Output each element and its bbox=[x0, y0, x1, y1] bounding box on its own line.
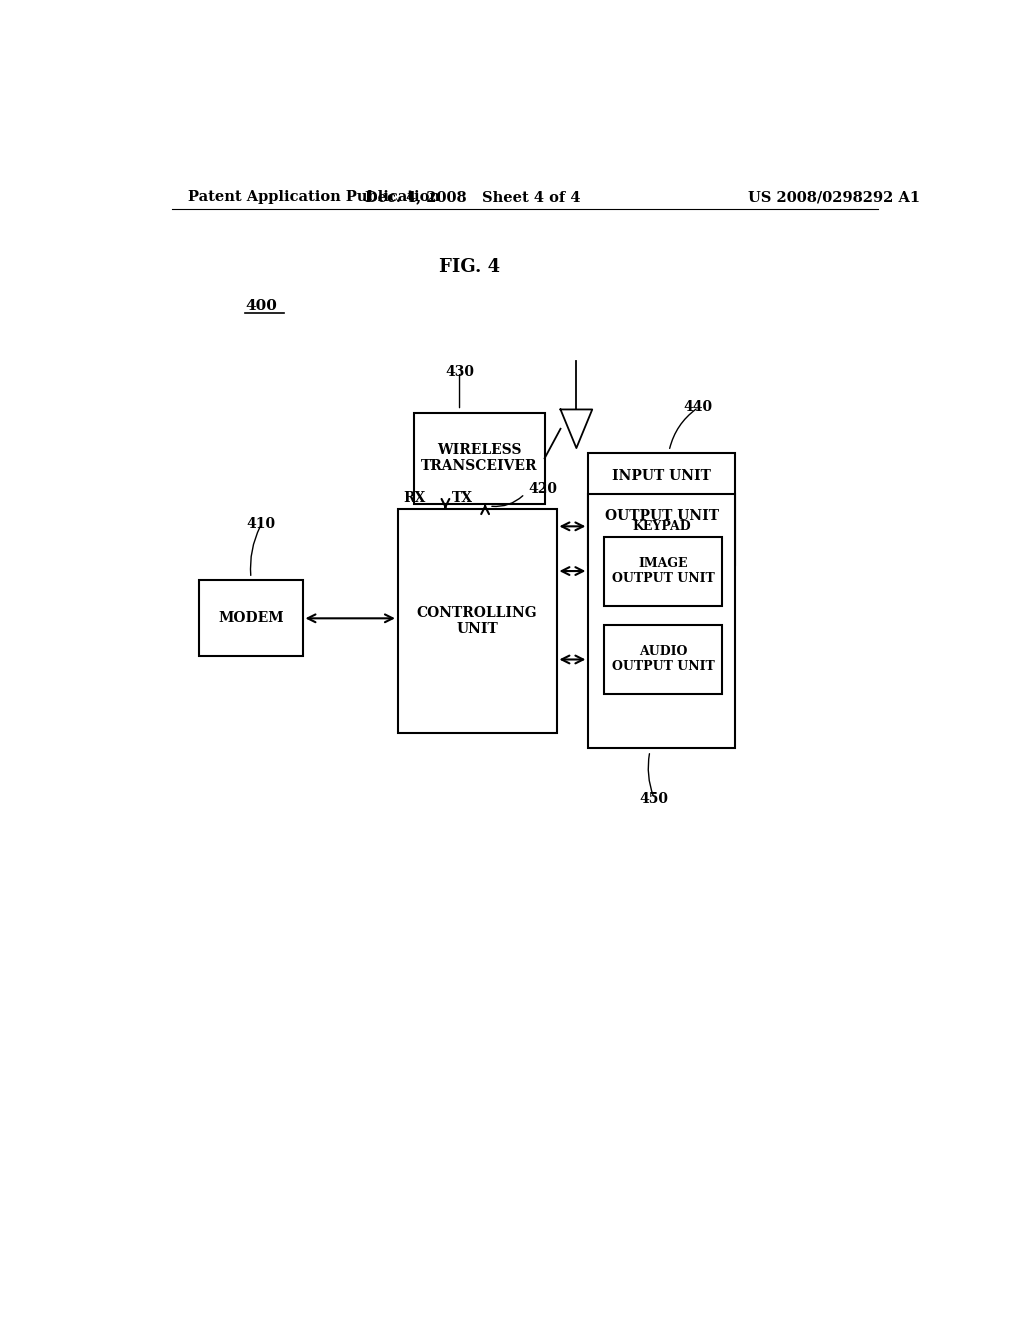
Bar bbox=[588, 494, 735, 748]
Text: FIG. 4: FIG. 4 bbox=[438, 259, 500, 276]
Text: Dec. 4, 2008   Sheet 4 of 4: Dec. 4, 2008 Sheet 4 of 4 bbox=[366, 190, 581, 205]
Text: Patent Application Publication: Patent Application Publication bbox=[187, 190, 439, 205]
Bar bbox=[200, 581, 303, 656]
Text: IMAGE
OUTPUT UNIT: IMAGE OUTPUT UNIT bbox=[611, 557, 715, 585]
Text: MODEM: MODEM bbox=[218, 611, 284, 626]
Bar bbox=[414, 413, 545, 504]
Bar bbox=[588, 453, 735, 565]
Text: 400: 400 bbox=[246, 298, 278, 313]
Text: INPUT UNIT: INPUT UNIT bbox=[612, 469, 711, 483]
Text: 440: 440 bbox=[684, 400, 713, 414]
Bar bbox=[604, 624, 722, 694]
Text: US 2008/0298292 A1: US 2008/0298292 A1 bbox=[749, 190, 921, 205]
Bar bbox=[604, 536, 722, 606]
Text: TX: TX bbox=[453, 491, 473, 506]
Text: 420: 420 bbox=[528, 482, 558, 496]
Bar bbox=[397, 510, 557, 733]
Text: 410: 410 bbox=[247, 517, 275, 532]
Text: KEYPAD: KEYPAD bbox=[633, 520, 691, 533]
Text: RX: RX bbox=[403, 491, 426, 506]
Text: CONTROLLING
UNIT: CONTROLLING UNIT bbox=[417, 606, 538, 636]
Text: 450: 450 bbox=[640, 792, 669, 805]
Text: OUTPUT UNIT: OUTPUT UNIT bbox=[605, 510, 719, 523]
Text: WIRELESS
TRANSCEIVER: WIRELESS TRANSCEIVER bbox=[421, 444, 538, 474]
Text: AUDIO
OUTPUT UNIT: AUDIO OUTPUT UNIT bbox=[611, 645, 715, 673]
Text: 430: 430 bbox=[445, 364, 474, 379]
Bar bbox=[610, 500, 714, 553]
